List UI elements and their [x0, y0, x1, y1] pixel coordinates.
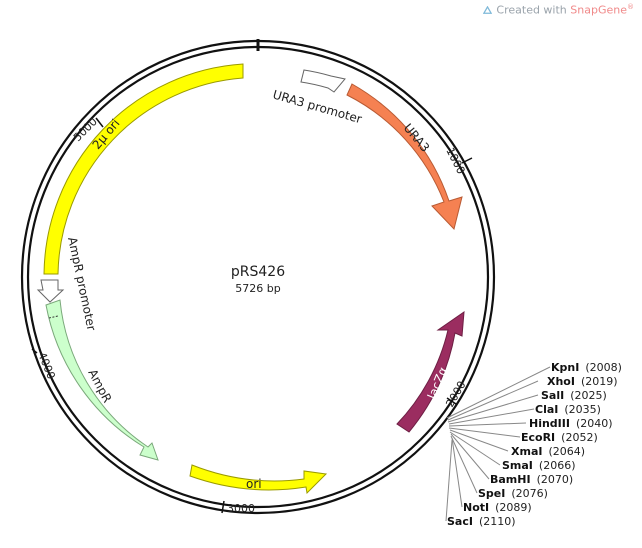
restriction-site-hindiii[interactable]: HindIII (2040) — [529, 417, 613, 430]
svg-text:EcoRI(2052): EcoRI (2052) — [521, 431, 598, 444]
site-name-clai: ClaI — [535, 403, 558, 416]
restriction-site-xhoi[interactable]: XhoI (2019) — [547, 375, 618, 388]
restriction-site-leaders — [445, 366, 551, 522]
site-pos-ecori: (2052) — [561, 431, 598, 444]
svg-text:SacI(2110): SacI (2110) — [447, 515, 516, 528]
tick-1000: 1000 — [443, 145, 473, 176]
site-name-smai: SmaI — [502, 459, 533, 472]
tick-4000: 4000 — [31, 348, 58, 381]
site-name-xmai: XmaI — [511, 445, 542, 458]
site-pos-hindiii: (2040) — [576, 417, 613, 430]
feature-lacz-alpha[interactable] — [396, 310, 465, 433]
site-pos-xmai: (2064) — [548, 445, 585, 458]
restriction-site-bamhi[interactable]: BamHI (2070) — [490, 473, 573, 486]
site-name-hindiii: HindIII — [529, 417, 570, 430]
restriction-site-sali[interactable]: SalI (2025) — [541, 389, 607, 402]
site-name-saci: SacI — [447, 515, 473, 528]
tick-3000: 3000 — [221, 500, 255, 515]
svg-text:XhoI(2019): XhoI (2019) — [547, 375, 618, 388]
restriction-site-spei[interactable]: SpeI (2076) — [478, 487, 548, 500]
svg-text:SalI(2025): SalI (2025) — [541, 389, 607, 402]
site-name-xhoi: XhoI — [547, 375, 575, 388]
feature-ampr-promoter[interactable] — [36, 279, 65, 303]
site-pos-saci: (2110) — [479, 515, 516, 528]
plasmid-length: 5726 bp — [235, 282, 280, 295]
restriction-site-clai[interactable]: ClaI (2035) — [535, 403, 601, 416]
site-pos-noti: (2089) — [495, 501, 532, 514]
site-name-noti: NotI — [463, 501, 489, 514]
site-pos-sali: (2025) — [570, 389, 607, 402]
site-pos-smai: (2066) — [539, 459, 576, 472]
svg-text:ClaI(2035): ClaI (2035) — [535, 403, 601, 416]
svg-text:SmaI(2066): SmaI (2066) — [502, 459, 575, 472]
snapgene-logo-icon — [483, 5, 493, 14]
snapgene-watermark: Created with SnapGene® — [483, 3, 634, 17]
feature-ura3[interactable] — [346, 83, 463, 231]
restriction-site-saci[interactable]: SacI (2110) — [447, 515, 516, 528]
tick-label-3000: 3000 — [227, 502, 255, 515]
svg-text:BamHI(2070): BamHI (2070) — [490, 473, 573, 486]
ampr-divider — [48, 315, 59, 319]
svg-text:SpeI(2076): SpeI (2076) — [478, 487, 548, 500]
site-name-ecori: EcoRI — [521, 431, 555, 444]
svg-text:NotI(2089): NotI (2089) — [463, 501, 532, 514]
feature-label-ori: ori — [246, 477, 262, 491]
feature-2mu-ori[interactable] — [43, 63, 244, 275]
site-name-spei: SpeI — [478, 487, 505, 500]
restriction-site-kpni[interactable]: KpnI (2008) — [551, 361, 622, 374]
svg-text:XmaI(2064): XmaI (2064) — [511, 445, 585, 458]
feature-ori[interactable] — [189, 464, 328, 495]
feature-label-ampr-promoter: AmpR promoter — [65, 236, 99, 332]
watermark-brand: SnapGene — [570, 3, 627, 17]
feature-ura3-promoter[interactable] — [300, 69, 346, 93]
site-pos-xhoi: (2019) — [581, 375, 618, 388]
site-pos-kpni: (2008) — [585, 361, 622, 374]
tick-label-2000: 2000 — [443, 379, 468, 410]
restriction-site-smai[interactable]: SmaI (2066) — [502, 459, 575, 472]
restriction-site-ecori[interactable]: EcoRI (2052) — [521, 431, 598, 444]
restriction-site-xmai[interactable]: XmaI (2064) — [511, 445, 585, 458]
watermark-prefix: Created with — [496, 3, 571, 17]
site-pos-bamhi: (2070) — [537, 473, 574, 486]
site-name-bamhi: BamHI — [490, 473, 531, 486]
svg-text:HindIII(2040): HindIII (2040) — [529, 417, 613, 430]
site-pos-spei: (2076) — [511, 487, 548, 500]
site-pos-clai: (2035) — [564, 403, 601, 416]
svg-text:KpnI(2008): KpnI (2008) — [551, 361, 622, 374]
tick-2000: 2000 — [443, 379, 468, 410]
watermark-registered-mark: ® — [627, 3, 634, 11]
plasmid-name: pRS426 — [231, 264, 285, 280]
restriction-site-noti[interactable]: NotI (2089) — [463, 501, 532, 514]
site-name-sali: SalI — [541, 389, 564, 402]
site-name-kpni: KpnI — [551, 361, 579, 374]
